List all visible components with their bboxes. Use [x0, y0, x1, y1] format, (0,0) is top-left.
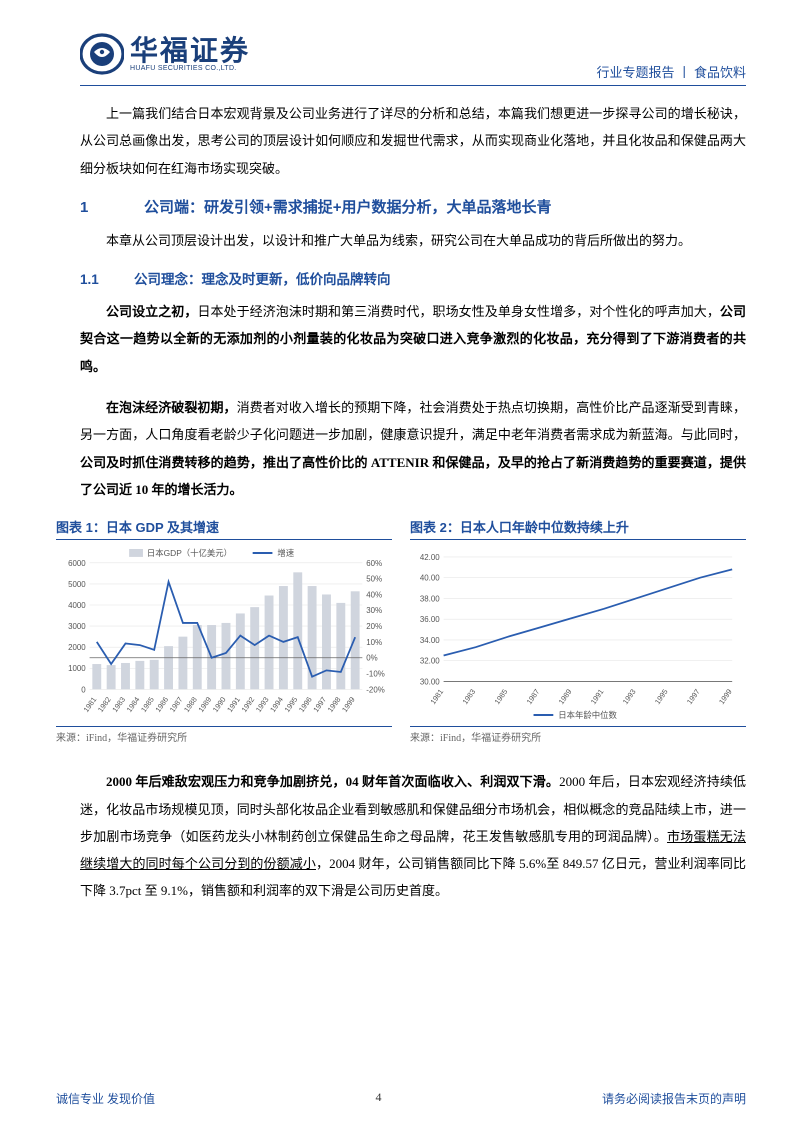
chart-1-area: 0 1000 2000 3000 4000 5000 6000 -20% -10% 0% 10% 20… [56, 544, 392, 724]
header-category: 行业专题报告 丨 食品饮料 [596, 32, 746, 81]
svg-text:1993: 1993 [621, 688, 638, 707]
section-1-1-title: 公司理念：理念及时更新，低价向品牌转向 [134, 272, 391, 287]
chart-1-title: 图表 1：日本 GDP 及其增速 [56, 517, 392, 540]
section-1-1-num: 1.1 [80, 272, 134, 287]
para-founding-a: 公司设立之初， [106, 304, 197, 319]
svg-text:60%: 60% [366, 559, 382, 568]
svg-text:2000: 2000 [68, 643, 86, 652]
svg-text:增速: 增速 [277, 548, 294, 558]
chart-2-column: 图表 2：日本人口年龄中位数持续上升 30.0032.0034.0036.003… [410, 517, 746, 744]
svg-text:0%: 0% [366, 654, 377, 663]
svg-text:1991: 1991 [225, 695, 242, 714]
para-bubble: 在泡沫经济破裂初期，消费者对收入增长的预期下降，社会消费处于热点切换期，高性价比… [80, 394, 746, 503]
svg-text:1000: 1000 [68, 664, 86, 673]
svg-text:1992: 1992 [239, 695, 256, 714]
svg-text:0: 0 [81, 686, 86, 695]
svg-text:1999: 1999 [717, 688, 734, 707]
svg-text:1983: 1983 [460, 688, 477, 707]
svg-text:4000: 4000 [68, 601, 86, 610]
para-founding: 公司设立之初，日本处于经济泡沫时期和第三消费时代，职场女性及单身女性增多，对个性… [80, 298, 746, 380]
svg-text:日本GDP（十亿美元）: 日本GDP（十亿美元） [147, 548, 232, 558]
svg-text:1982: 1982 [96, 695, 113, 714]
svg-text:10%: 10% [366, 638, 382, 647]
logo: 华福证券 HUAFU SECURITIES CO.,LTD. [80, 32, 250, 76]
svg-text:1987: 1987 [525, 688, 542, 707]
chart-2-title: 图表 2：日本人口年龄中位数持续上升 [410, 517, 746, 540]
chart-2-source: 来源：iFind，华福证券研究所 [410, 726, 746, 744]
svg-text:1987: 1987 [168, 695, 185, 714]
svg-text:1990: 1990 [211, 695, 228, 714]
chart-1-column: 图表 1：日本 GDP 及其增速 0 1000 2000 3000 4000 5000 60… [56, 517, 392, 744]
para-founding-b: 日本处于经济泡沫时期和第三消费时代，职场女性及单身女性增多，对个性化的呼声加大， [197, 304, 719, 319]
svg-text:1996: 1996 [297, 695, 314, 714]
svg-text:20%: 20% [366, 622, 382, 631]
svg-text:1985: 1985 [139, 695, 156, 714]
svg-text:6000: 6000 [68, 559, 86, 568]
header-divider [80, 85, 746, 86]
svg-text:32.00: 32.00 [420, 657, 440, 666]
footer-right: 请务必阅读报告末页的声明 [602, 1090, 746, 1107]
svg-text:1983: 1983 [110, 695, 127, 714]
section-1-title: 公司端：研发引领+需求捕捉+用户数据分析，大单品落地长青 [144, 199, 552, 216]
svg-text:1998: 1998 [326, 695, 343, 714]
svg-text:1991: 1991 [589, 688, 606, 707]
para-bubble-c: 公司及时抓住消费转移的趋势，推出了高性价比的 ATTENIR 和保健品，及早的抢… [80, 455, 746, 497]
page-footer: 诚信专业 发现价值 4 请务必阅读报告末页的声明 [56, 1090, 746, 1107]
para-2000-a: 2000 年后难敌宏观压力和竞争加剧挤兑，04 财年首次面临收入、利润双下滑。 [106, 774, 559, 789]
svg-text:40%: 40% [366, 591, 382, 600]
para-2000: 2000 年后难敌宏观压力和竞争加剧挤兑，04 财年首次面临收入、利润双下滑。2… [80, 768, 746, 904]
section-1-lead: 本章从公司顶层设计出发，以设计和推广大单品为线索，研究公司在大单品成功的背后所做… [80, 227, 746, 254]
svg-text:1999: 1999 [340, 695, 357, 714]
logo-text-cn: 华福证券 [130, 37, 250, 65]
para-bubble-a: 在泡沫经济破裂初期， [106, 400, 237, 415]
logo-icon [80, 32, 124, 76]
page-header: 华福证券 HUAFU SECURITIES CO.,LTD. 行业专题报告 丨 … [80, 32, 746, 81]
chart-1-source: 来源：iFind，华福证券研究所 [56, 726, 392, 744]
svg-text:1994: 1994 [268, 695, 285, 714]
svg-text:40.00: 40.00 [420, 574, 440, 583]
svg-text:1997: 1997 [311, 695, 328, 714]
svg-text:1986: 1986 [153, 695, 170, 714]
svg-text:1988: 1988 [182, 695, 199, 714]
svg-text:1984: 1984 [125, 695, 142, 714]
svg-text:30%: 30% [366, 607, 382, 616]
svg-text:1989: 1989 [196, 695, 213, 714]
footer-page-number: 4 [376, 1090, 382, 1107]
svg-text:1989: 1989 [557, 688, 574, 707]
svg-text:1995: 1995 [283, 695, 300, 714]
svg-text:38.00: 38.00 [420, 595, 440, 604]
svg-text:5000: 5000 [68, 580, 86, 589]
svg-text:-10%: -10% [366, 670, 384, 679]
svg-text:50%: 50% [366, 575, 382, 584]
svg-text:30.00: 30.00 [420, 678, 440, 687]
svg-text:1995: 1995 [653, 688, 670, 707]
svg-text:1985: 1985 [493, 688, 510, 707]
svg-text:1993: 1993 [254, 695, 271, 714]
intro-paragraph: 上一篇我们结合日本宏观背景及公司业务进行了详尽的分析和总结，本篇我们想更进一步探… [80, 100, 746, 182]
svg-text:1981: 1981 [82, 695, 99, 714]
section-1-1-heading: 1.1公司理念：理念及时更新，低价向品牌转向 [80, 268, 746, 288]
svg-text:42.00: 42.00 [420, 553, 440, 562]
svg-text:1981: 1981 [428, 688, 445, 707]
chart-2-svg: 30.00 32.00 34.00 36.00 38.00 40.00 42.00 1981 1… [410, 544, 746, 724]
section-1-heading: 1公司端：研发引领+需求捕捉+用户数据分析，大单品落地长青 [80, 196, 746, 217]
chart-1-svg: 0 1000 2000 3000 4000 5000 6000 -20% -10% 0% 10% 20… [56, 544, 392, 724]
svg-text:1997: 1997 [685, 688, 702, 707]
svg-text:日本年龄中位数: 日本年龄中位数 [558, 710, 617, 720]
chart-2-area: 30.00 32.00 34.00 36.00 38.00 40.00 42.00 1981 1… [410, 544, 746, 724]
svg-text:3000: 3000 [68, 622, 86, 631]
section-1-num: 1 [80, 199, 144, 216]
svg-text:34.00: 34.00 [420, 636, 440, 645]
charts-row: 图表 1：日本 GDP 及其增速 0 1000 2000 3000 4000 5000 60… [56, 517, 746, 744]
footer-left: 诚信专业 发现价值 [56, 1090, 155, 1107]
logo-text-en: HUAFU SECURITIES CO.,LTD. [130, 65, 250, 72]
svg-text:-20%: -20% [366, 686, 384, 695]
svg-text:36.00: 36.00 [420, 615, 440, 624]
